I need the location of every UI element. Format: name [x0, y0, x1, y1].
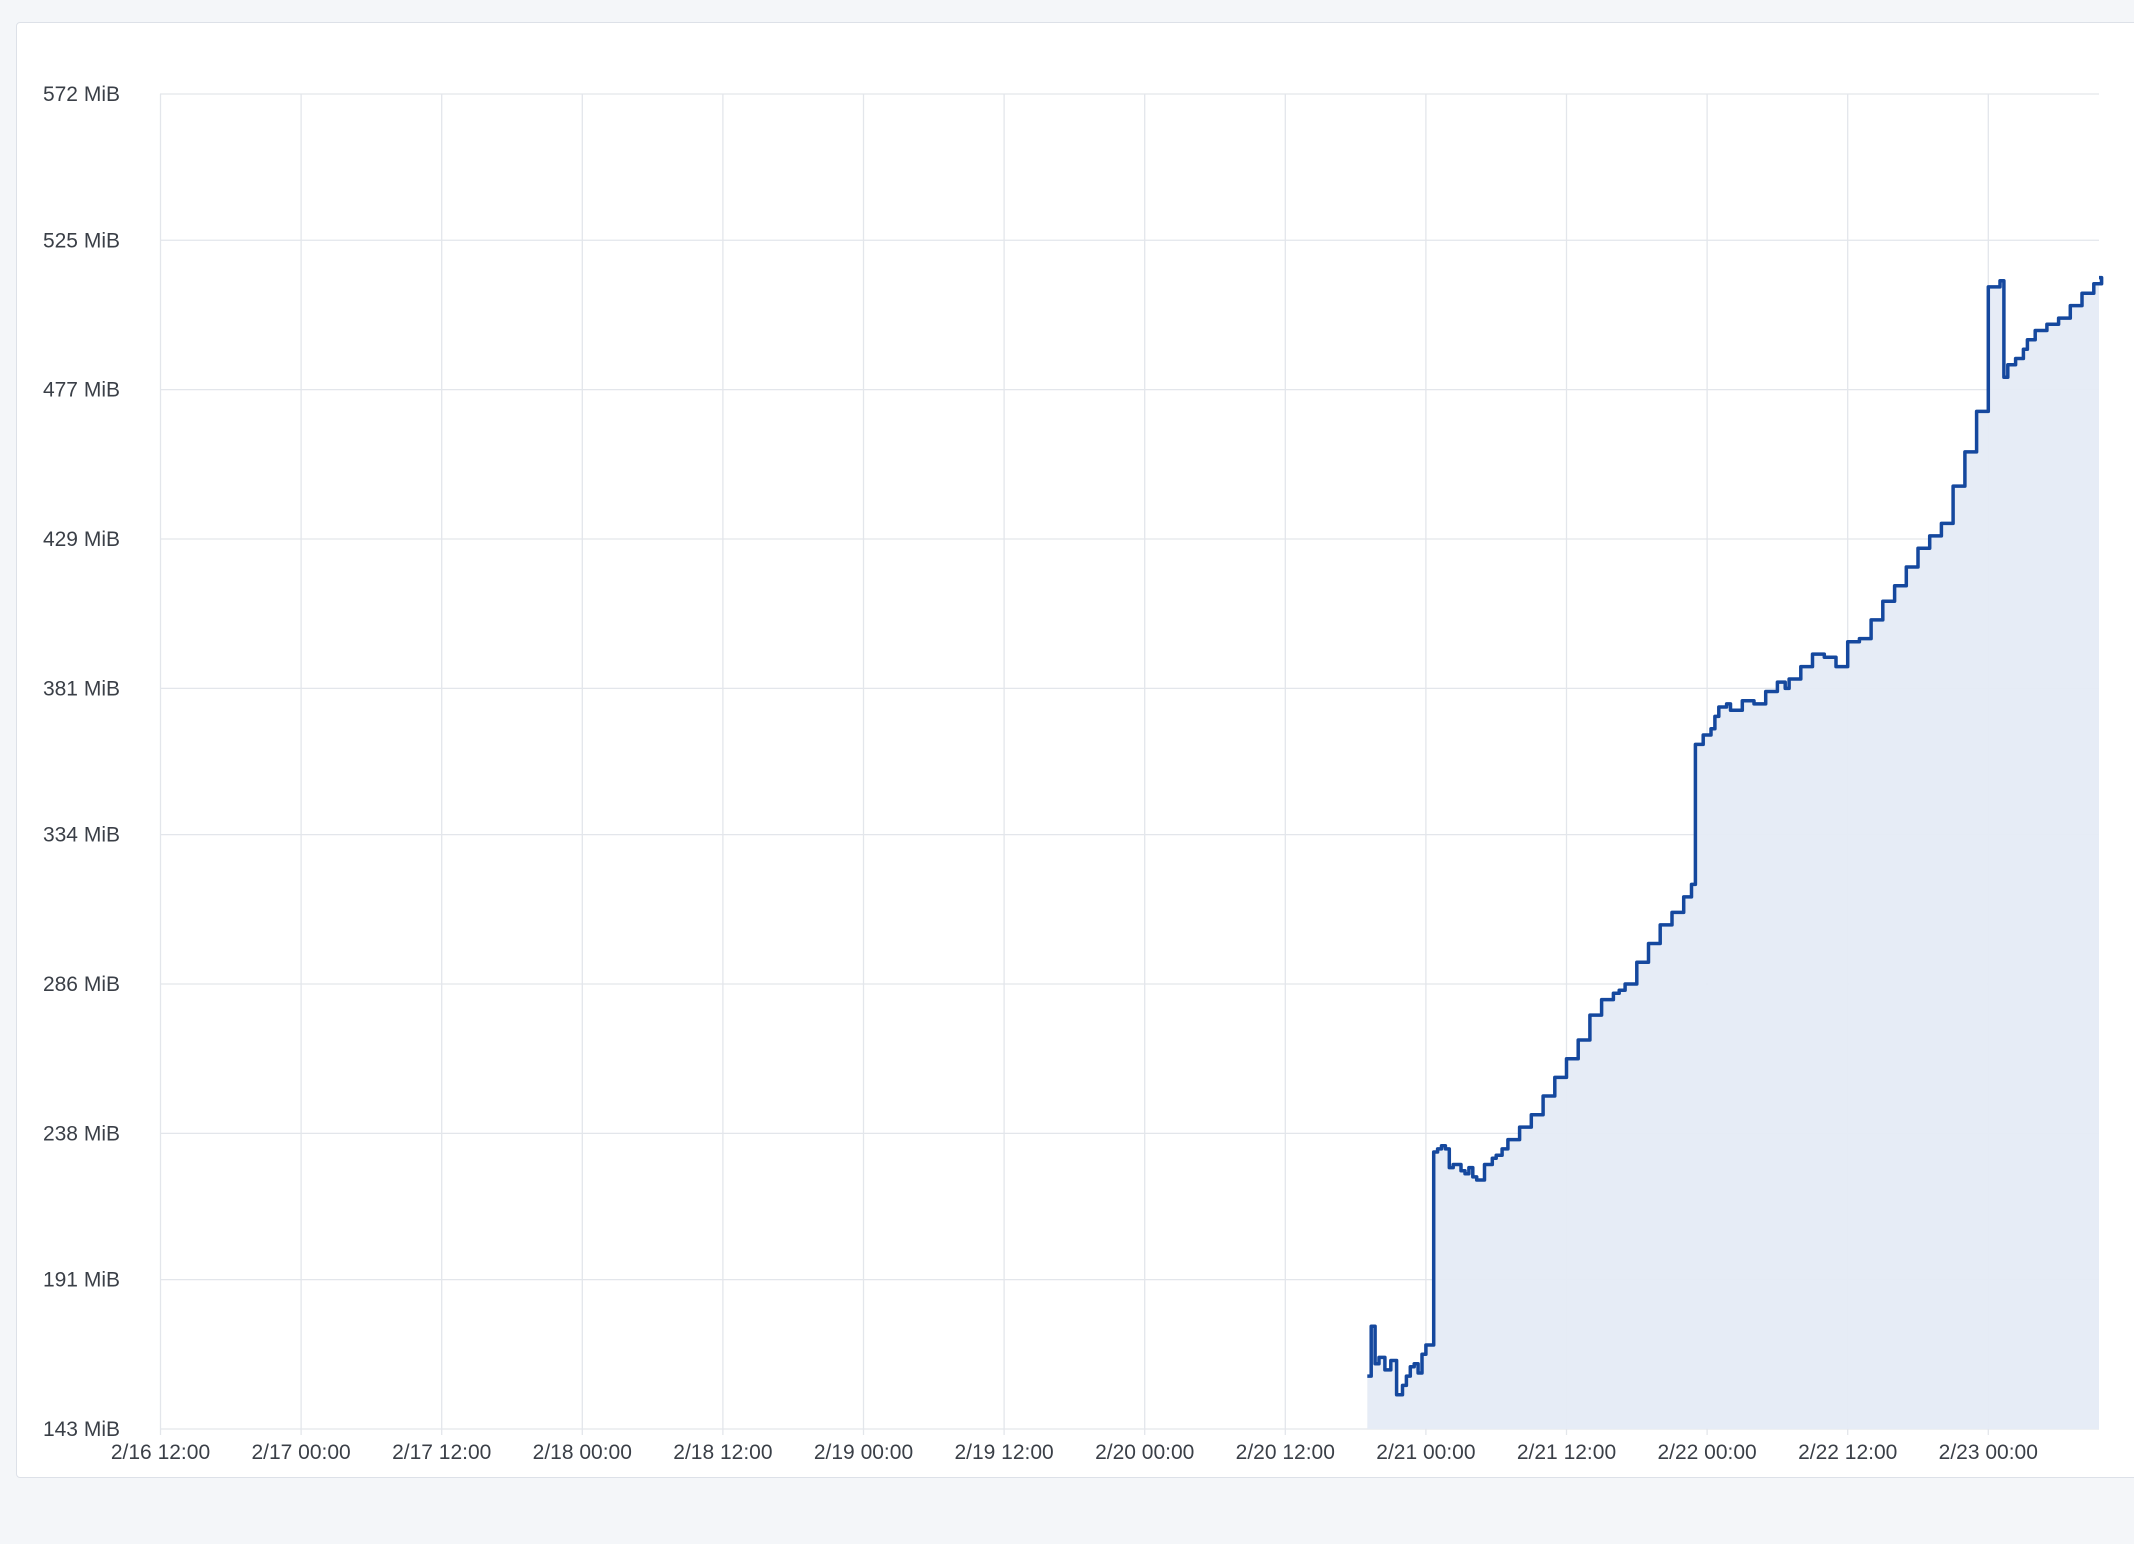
x-tick-label: 2/21 00:00 — [1376, 1441, 1475, 1464]
y-tick-label: 572 MiB — [43, 83, 120, 106]
x-tick-label: 2/16 12:00 — [111, 1441, 210, 1464]
series-line-path — [1367, 275, 2104, 1397]
x-tick-label: 2/18 12:00 — [673, 1441, 772, 1464]
y-tick-label: 429 MiB — [43, 528, 120, 551]
y-tick-label: 334 MiB — [43, 824, 120, 847]
x-tick-label: 2/22 12:00 — [1798, 1441, 1897, 1464]
memory-usage-chart: 143 MiB 191 MiB 238 MiB 286 MiB 334 MiB 381 M… — [43, 83, 2104, 1464]
y-tick-label: 381 MiB — [43, 677, 120, 700]
x-axis: 2/16 12:00 2/17 00:00 2/17 12:00 2/18 00:00… — [111, 1441, 2038, 1464]
x-tick-label: 2/22 00:00 — [1657, 1441, 1756, 1464]
series-line — [1367, 275, 2104, 1397]
x-tick-label: 2/20 00:00 — [1095, 1441, 1194, 1464]
y-tick-label: 191 MiB — [43, 1269, 120, 1292]
area-fill — [1367, 277, 2102, 1430]
chart-panel: 143 MiB 191 MiB 238 MiB 286 MiB 334 MiB 381 M… — [16, 22, 2134, 1478]
x-tick-label: 2/21 12:00 — [1517, 1441, 1616, 1464]
y-tick-label: 477 MiB — [43, 379, 120, 402]
y-tick-label: 143 MiB — [43, 1418, 120, 1441]
y-tick-label: 525 MiB — [43, 229, 120, 252]
y-axis: 143 MiB 191 MiB 238 MiB 286 MiB 334 MiB 381 M… — [43, 83, 120, 1441]
x-tick-label: 2/17 12:00 — [392, 1441, 491, 1464]
x-tick-label: 2/20 12:00 — [1236, 1441, 1335, 1464]
x-tick-label: 2/18 00:00 — [533, 1441, 632, 1464]
y-tick-label: 238 MiB — [43, 1122, 120, 1145]
x-tick-label: 2/17 00:00 — [251, 1441, 350, 1464]
y-tick-label: 286 MiB — [43, 973, 120, 996]
x-tick-label: 2/19 00:00 — [814, 1441, 913, 1464]
x-tick-label: 2/23 00:00 — [1939, 1441, 2038, 1464]
series-area — [1367, 277, 2102, 1430]
x-tick-label: 2/19 12:00 — [954, 1441, 1053, 1464]
